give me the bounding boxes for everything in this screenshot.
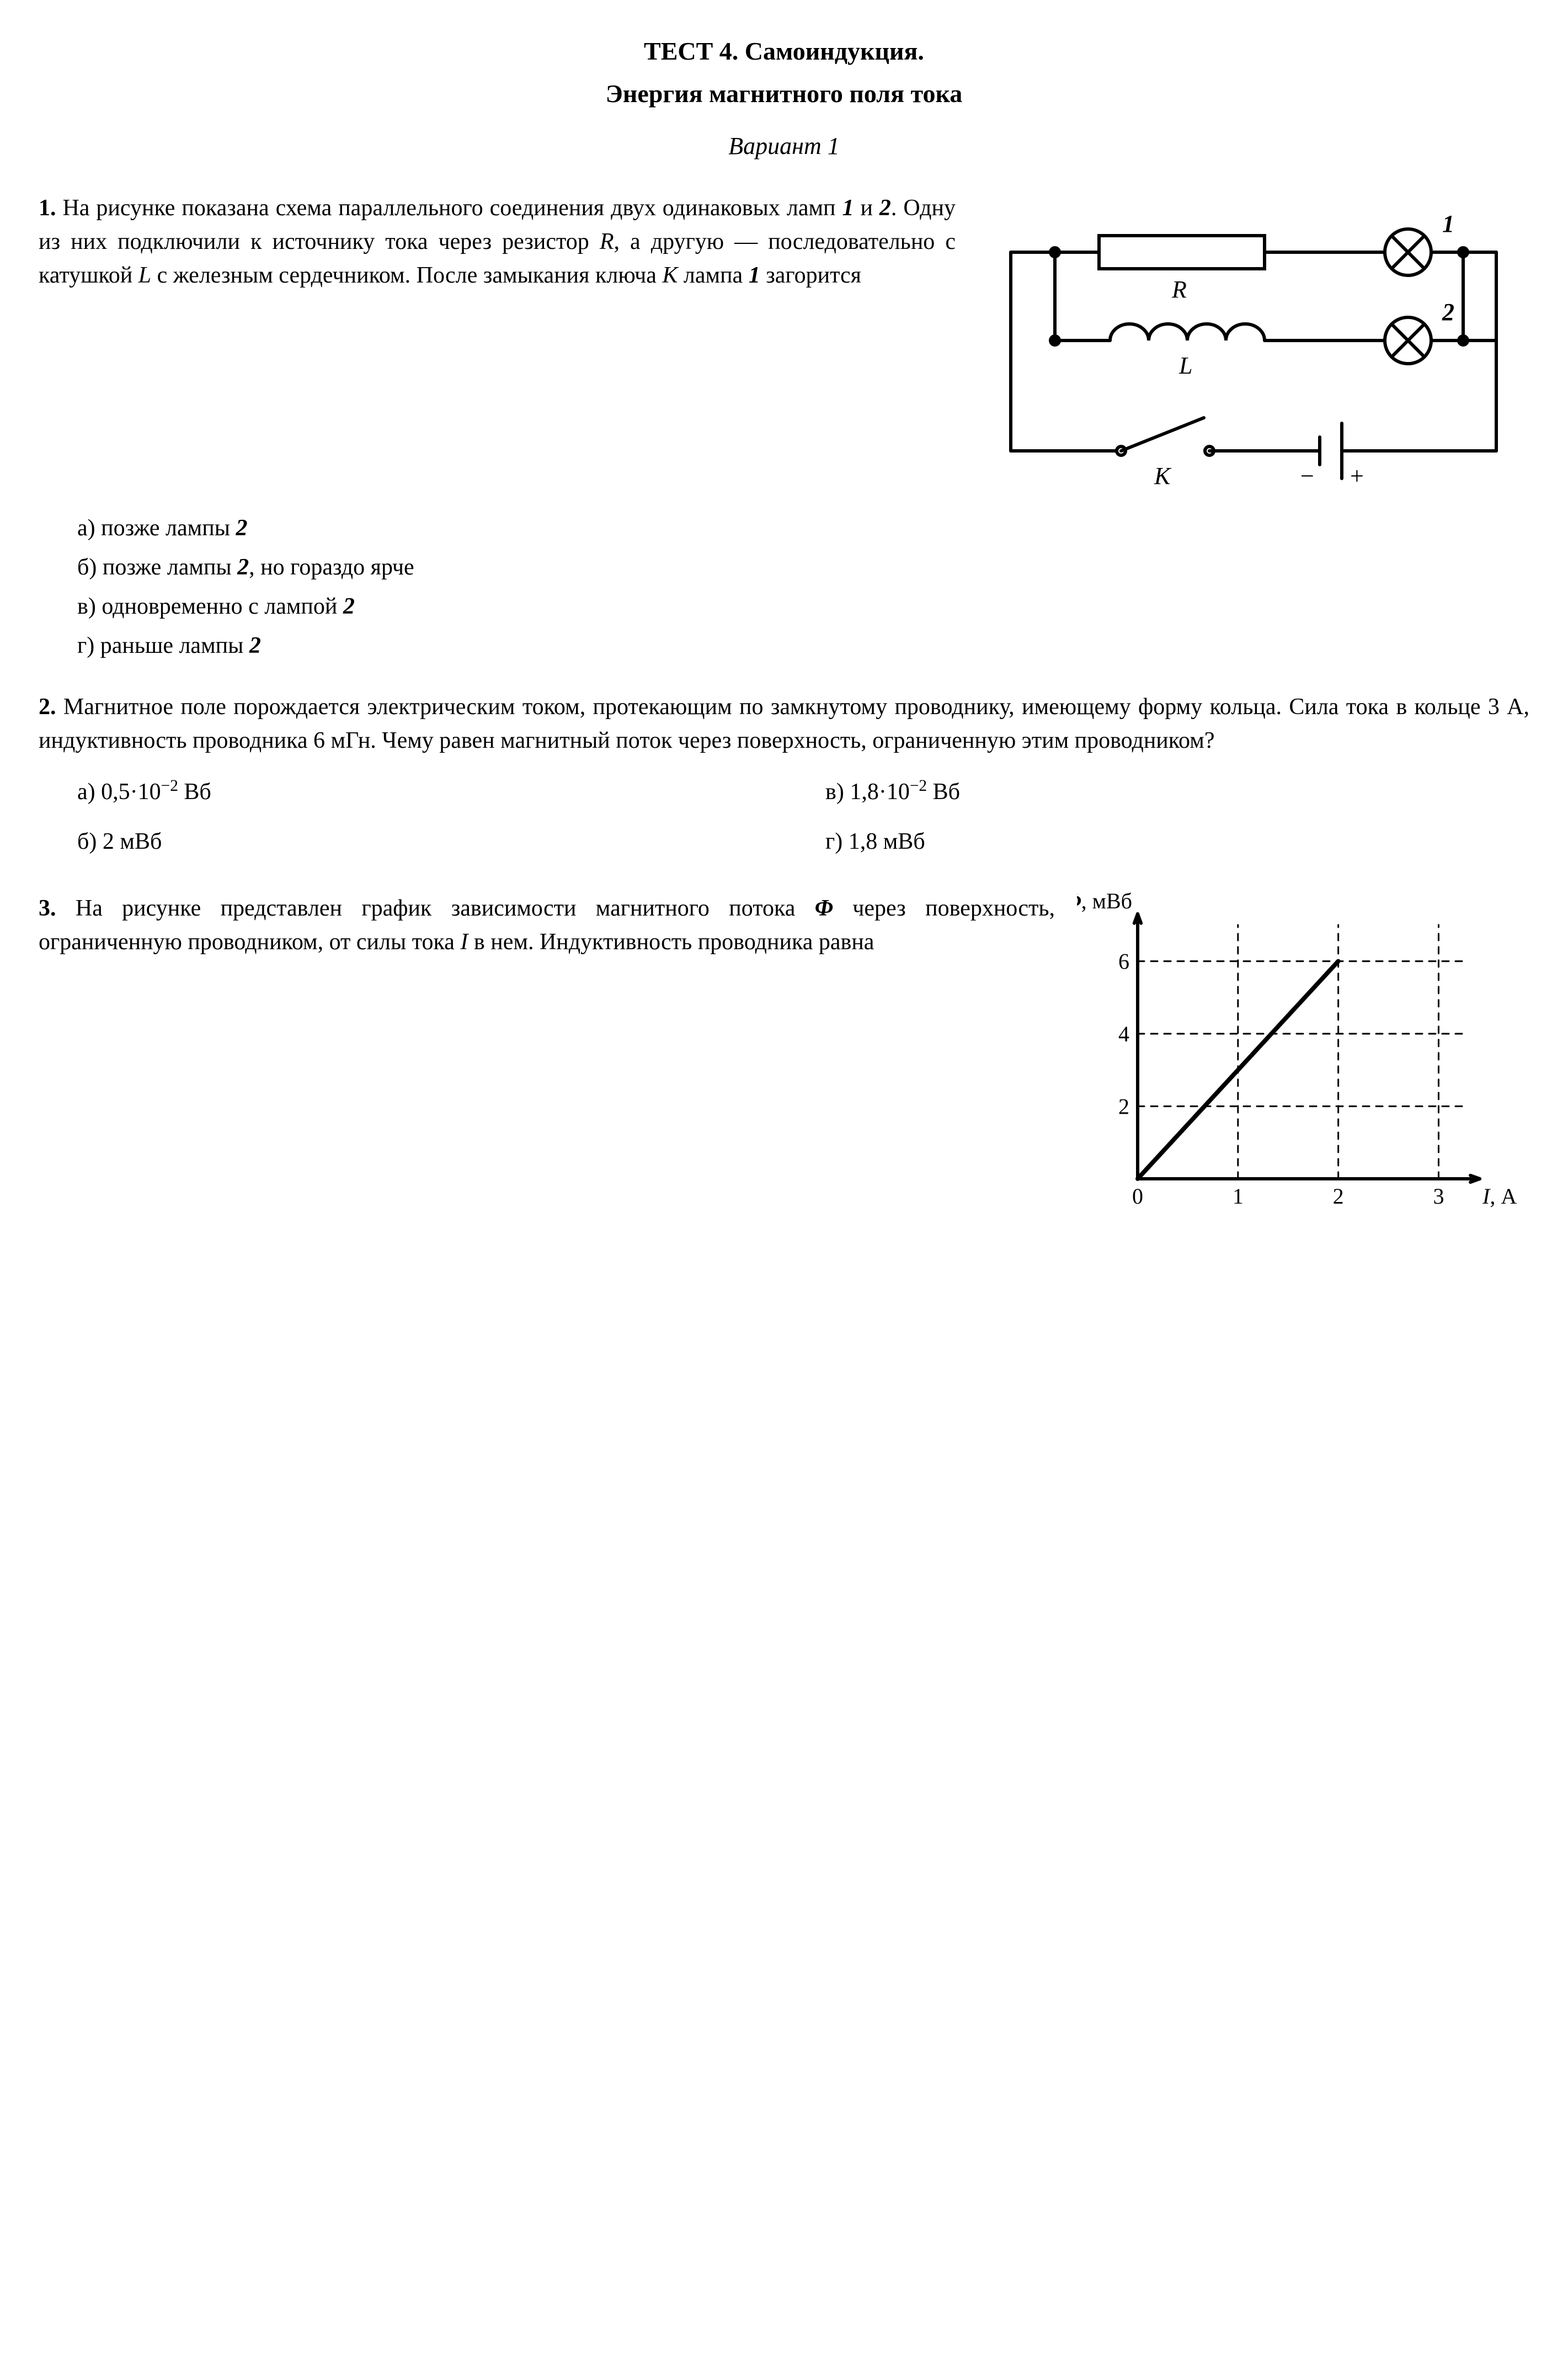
q1-option-v: в) одновременно с лампой 2 <box>77 590 1529 624</box>
svg-text:−: − <box>1300 462 1314 490</box>
q1-number: 1. <box>39 195 56 221</box>
question-3: 3. На рисунке представлен график зависим… <box>39 892 1529 1223</box>
chart-svg: Φ, мВб I, А 0 1 2 3 2 4 6 <box>1077 892 1529 1223</box>
svg-text:2: 2 <box>1118 1094 1129 1119</box>
svg-text:R: R <box>1171 276 1187 303</box>
svg-text:1: 1 <box>1442 210 1454 237</box>
q2-number: 2. <box>39 694 56 720</box>
variant-label: Вариант 1 <box>39 129 1529 164</box>
q1-option-a: а) позже лампы 2 <box>77 512 1529 545</box>
svg-text:I, А: I, А <box>1482 1184 1517 1209</box>
q1-option-g: г) раньше лампы 2 <box>77 629 1529 663</box>
q3-chart: Φ, мВб I, А 0 1 2 3 2 4 6 <box>1077 892 1529 1223</box>
q3-number: 3. <box>39 896 56 921</box>
svg-text:3: 3 <box>1433 1184 1444 1209</box>
q3-text: 3. На рисунке представлен график зависим… <box>39 892 1055 959</box>
svg-text:0: 0 <box>1132 1184 1143 1209</box>
svg-text:4: 4 <box>1118 1022 1129 1046</box>
svg-text:+: + <box>1350 462 1364 490</box>
circuit-svg: R 1 L 2 K − + <box>978 191 1529 501</box>
svg-text:L: L <box>1178 352 1192 379</box>
q2-option-a: а) 0,5·10−2 Вб <box>77 774 781 809</box>
svg-text:1: 1 <box>1233 1184 1244 1209</box>
test-title-line1: ТЕСТ 4. Самоиндукция. <box>39 33 1529 70</box>
svg-text:2: 2 <box>1442 299 1454 326</box>
q2-option-b: б) 2 мВб <box>77 825 781 859</box>
svg-text:6: 6 <box>1118 949 1129 974</box>
test-title-line2: Энергия магнитного поля тока <box>39 76 1529 113</box>
q2-option-v: в) 1,8·10−2 Вб <box>825 774 1529 809</box>
question-1: 1. На рисунке показана схема параллельно… <box>39 191 1529 663</box>
q2-option-g: г) 1,8 мВб <box>825 825 1529 859</box>
q2-text: 2. Магнитное поле порождается электричес… <box>39 690 1529 758</box>
svg-text:2: 2 <box>1333 1184 1344 1209</box>
q2-options: а) 0,5·10−2 Вб в) 1,8·10−2 Вб б) 2 мВб г… <box>39 769 1529 865</box>
q1-option-b: б) позже лампы 2, но гораздо ярче <box>77 551 1529 584</box>
q1-options: а) позже лампы 2 б) позже лампы 2, но го… <box>39 512 1529 663</box>
question-2: 2. Магнитное поле порождается электричес… <box>39 690 1529 865</box>
q1-circuit-diagram: R 1 L 2 K − + <box>978 191 1529 501</box>
q1-text: 1. На рисунке показана схема параллельно… <box>39 191 956 292</box>
svg-text:K: K <box>1154 462 1172 490</box>
svg-text:Φ, мВб: Φ, мВб <box>1077 892 1132 913</box>
